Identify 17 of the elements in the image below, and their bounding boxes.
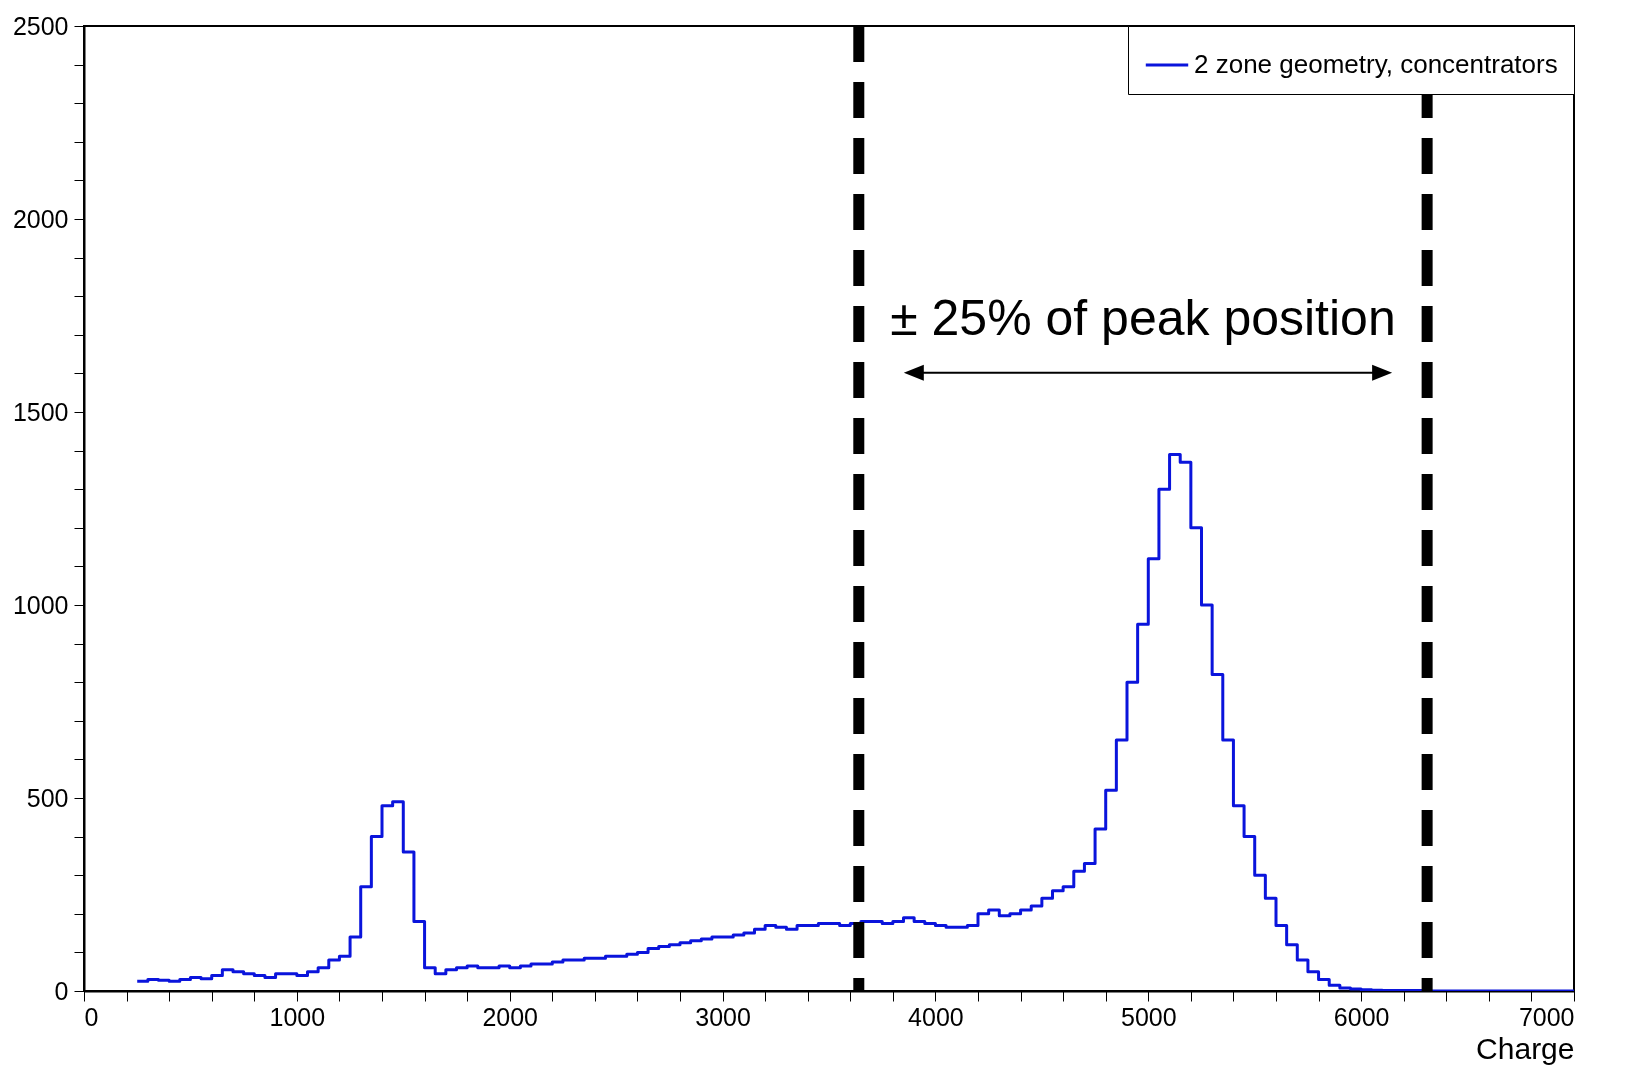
legend-label: 2 zone geometry, concentrators <box>1194 49 1558 79</box>
y-tick-label: 2500 <box>12 11 69 40</box>
y-tick-label: 1000 <box>12 590 69 619</box>
x-tick-label: 0 <box>84 1002 99 1031</box>
x-tick-label: 1000 <box>269 1002 326 1031</box>
y-tick-label: 1500 <box>12 397 69 426</box>
x-tick-label: 2000 <box>482 1002 539 1031</box>
x-tick-label: 6000 <box>1333 1002 1390 1031</box>
y-tick-label: 2000 <box>12 204 69 233</box>
x-axis-title: Charge <box>1476 1031 1575 1065</box>
x-tick-label: 7000 <box>1518 1002 1575 1031</box>
y-tick-label: 500 <box>26 783 69 812</box>
annotation: ± 25% of peak position <box>890 289 1396 346</box>
x-tick-label: 3000 <box>695 1002 751 1031</box>
x-tick-label: 4000 <box>908 1002 964 1031</box>
y-tick-label: 0 <box>54 976 69 1005</box>
x-tick-label: 5000 <box>1120 1002 1177 1031</box>
